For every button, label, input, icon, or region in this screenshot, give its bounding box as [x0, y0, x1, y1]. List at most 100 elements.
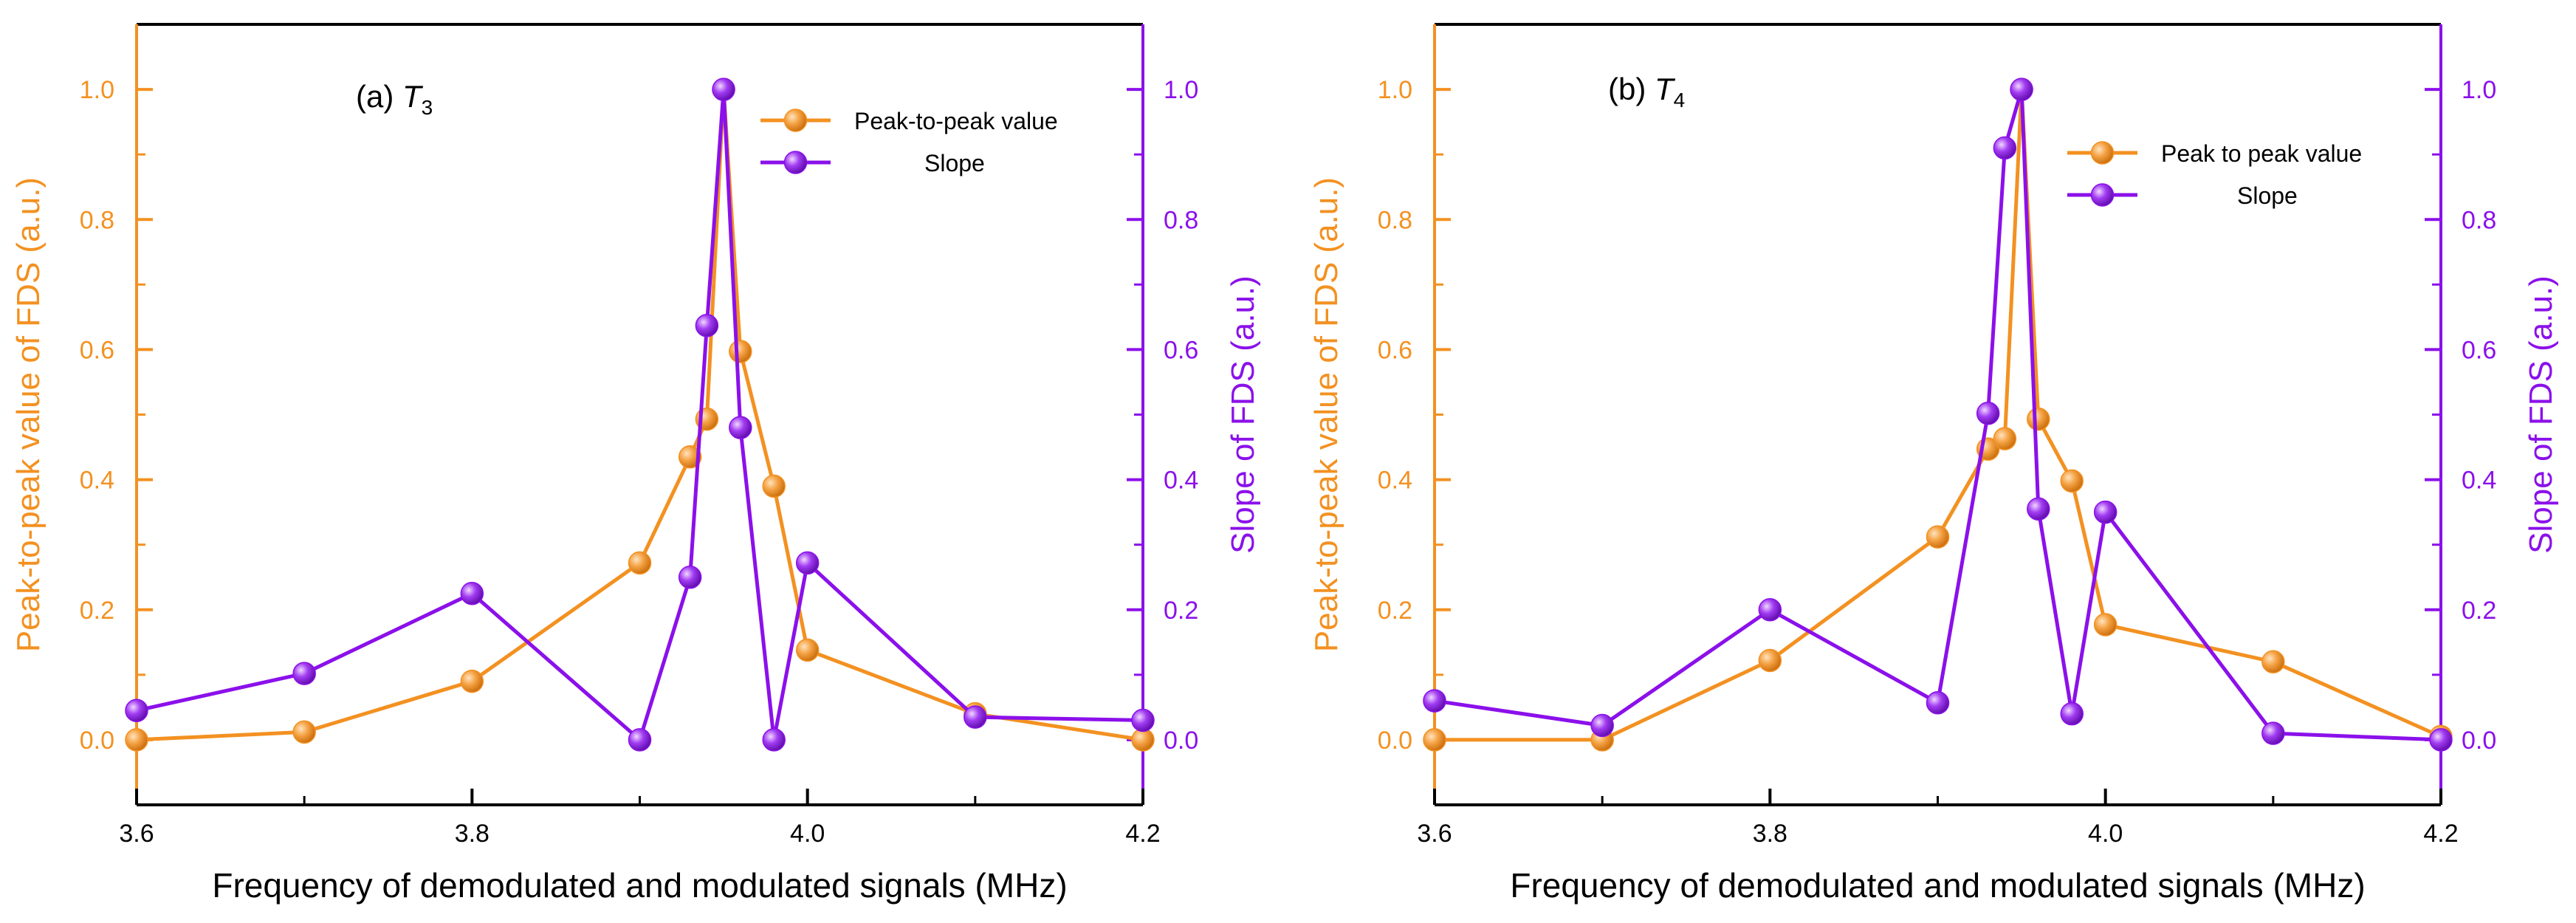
legend-entry: Peak-to-peak value [760, 108, 1058, 134]
y-left-tick-label: 0.0 [80, 727, 114, 755]
series-line [1434, 87, 2442, 742]
data-point [2027, 407, 2050, 431]
data-point [125, 728, 148, 752]
data-point [1131, 728, 1155, 752]
y-right-tick-label: 0.2 [1164, 597, 1198, 625]
y-right-tick-label: 1.0 [2462, 76, 2496, 104]
legend-marker [783, 151, 808, 174]
panel-label: (b) T4 [1608, 72, 1685, 111]
data-point [729, 340, 752, 363]
legend-label: Slope [2237, 182, 2298, 209]
data-point [460, 581, 484, 605]
data-point [1976, 401, 2000, 425]
y-right-tick-label: 0.4 [2462, 467, 2496, 495]
y-right-tick-label: 0.6 [2462, 336, 2496, 364]
y-left-tick-label: 0.0 [1378, 727, 1412, 755]
data-point [1758, 648, 1782, 673]
chart-panel-b: 3.6 3.8 4.0 4.2 0.0 0.0 0.2 0.2 0.4 0.4 0.6 0.6 0.8 0… [1308, 23, 2559, 905]
series-line [136, 87, 1144, 742]
legend-label: Peak-to-peak value [854, 108, 1058, 134]
data-point [2027, 497, 2050, 521]
data-point [795, 551, 820, 575]
legend-entry: Slope [760, 150, 985, 176]
data-point [2060, 469, 2084, 493]
data-point [1926, 525, 1950, 549]
data-point [2429, 728, 2453, 752]
y-right-tick-label: 0.0 [1164, 727, 1198, 755]
data-point [795, 638, 820, 662]
data-point [2010, 78, 2033, 101]
data-point [762, 728, 786, 752]
data-point [1758, 598, 1782, 622]
x-tick-label: 4.0 [2088, 820, 2123, 848]
data-point [292, 720, 316, 744]
y-left-axis-label: Peak-to-peak value of FDS (a.u.) [1308, 177, 1344, 652]
x-tick-label: 4.2 [1125, 820, 1160, 848]
y-left-tick-label: 0.2 [1378, 597, 1412, 625]
y-right-tick-label: 0.0 [2462, 727, 2496, 755]
x-tick-label: 3.8 [1753, 820, 1787, 848]
data-point [2261, 721, 2285, 745]
data-point [1993, 427, 2017, 450]
y-left-tick-label: 0.6 [1378, 336, 1412, 364]
chart-panel-a: 3.6 3.8 4.0 4.2 0.0 0.0 0.2 0.2 0.4 0.4 0.6 0.6 0.8 0… [10, 23, 1261, 905]
y-left-axis-label: Peak-to-peak value of FDS (a.u.) [10, 177, 47, 652]
y-left-tick-label: 0.4 [1378, 467, 1412, 495]
data-point [2261, 650, 2285, 673]
data-point [1131, 708, 1155, 732]
series-slope [125, 78, 1155, 752]
data-point [125, 699, 148, 723]
data-point [2093, 500, 2118, 524]
y-left-tick-label: 0.8 [80, 206, 114, 234]
y-left-tick-label: 1.0 [1378, 76, 1412, 104]
legend-marker [783, 109, 808, 132]
data-point [729, 416, 752, 439]
legend-label: Peak to peak value [2161, 140, 2362, 167]
data-point [460, 669, 484, 693]
y-right-tick-label: 0.6 [1164, 336, 1198, 364]
series-line [136, 87, 1144, 742]
y-left-tick-label: 1.0 [80, 76, 114, 104]
data-point [1590, 713, 1614, 738]
x-tick-label: 4.0 [790, 820, 825, 848]
data-point [2093, 613, 2118, 637]
series-line [1435, 87, 2442, 742]
x-tick-label: 3.8 [455, 820, 490, 848]
x-tick-label: 3.6 [1417, 820, 1452, 848]
data-point [1423, 689, 1446, 713]
y-left-tick-label: 0.2 [80, 597, 114, 625]
x-axis-label: Frequency of demodulated and modulated s… [1510, 866, 2365, 905]
data-point [628, 728, 652, 752]
x-tick-label: 3.6 [119, 820, 154, 848]
data-point [1926, 690, 1950, 715]
panel-label-subscript: 3 [422, 96, 433, 119]
y-right-tick-label: 0.4 [1164, 467, 1198, 495]
y-right-tick-label: 0.8 [2462, 206, 2496, 234]
panel-label-text: (b) [1608, 72, 1655, 106]
panel-label-variable: T [1655, 72, 1676, 106]
legend-entry: Slope [2067, 182, 2298, 209]
y-right-axis-label: Slope of FDS (a.u.) [1225, 275, 1261, 554]
data-point [1423, 728, 1446, 752]
data-point [678, 565, 702, 589]
y-left-tick-label: 0.4 [80, 467, 114, 495]
data-point [964, 705, 987, 729]
series-slope [1423, 78, 2453, 752]
series-peak-to-peak [1423, 78, 2453, 752]
data-point [712, 78, 735, 101]
legend-marker [2090, 183, 2115, 207]
data-point [1993, 136, 2017, 160]
series-peak-to-peak [125, 78, 1155, 752]
x-axis-label: Frequency of demodulated and modulated s… [212, 866, 1067, 905]
panel-label: (a) T3 [356, 79, 433, 119]
y-right-tick-label: 1.0 [1164, 76, 1198, 104]
y-left-tick-label: 0.8 [1378, 206, 1412, 234]
panel-label-text: (a) [356, 79, 402, 114]
y-left-tick-label: 0.6 [80, 336, 114, 364]
legend-entry: Peak to peak value [2067, 140, 2362, 167]
data-point [2060, 701, 2084, 726]
y-right-tick-label: 0.8 [1164, 206, 1198, 234]
panel-label-subscript: 4 [1674, 89, 1686, 111]
data-point [695, 314, 719, 337]
